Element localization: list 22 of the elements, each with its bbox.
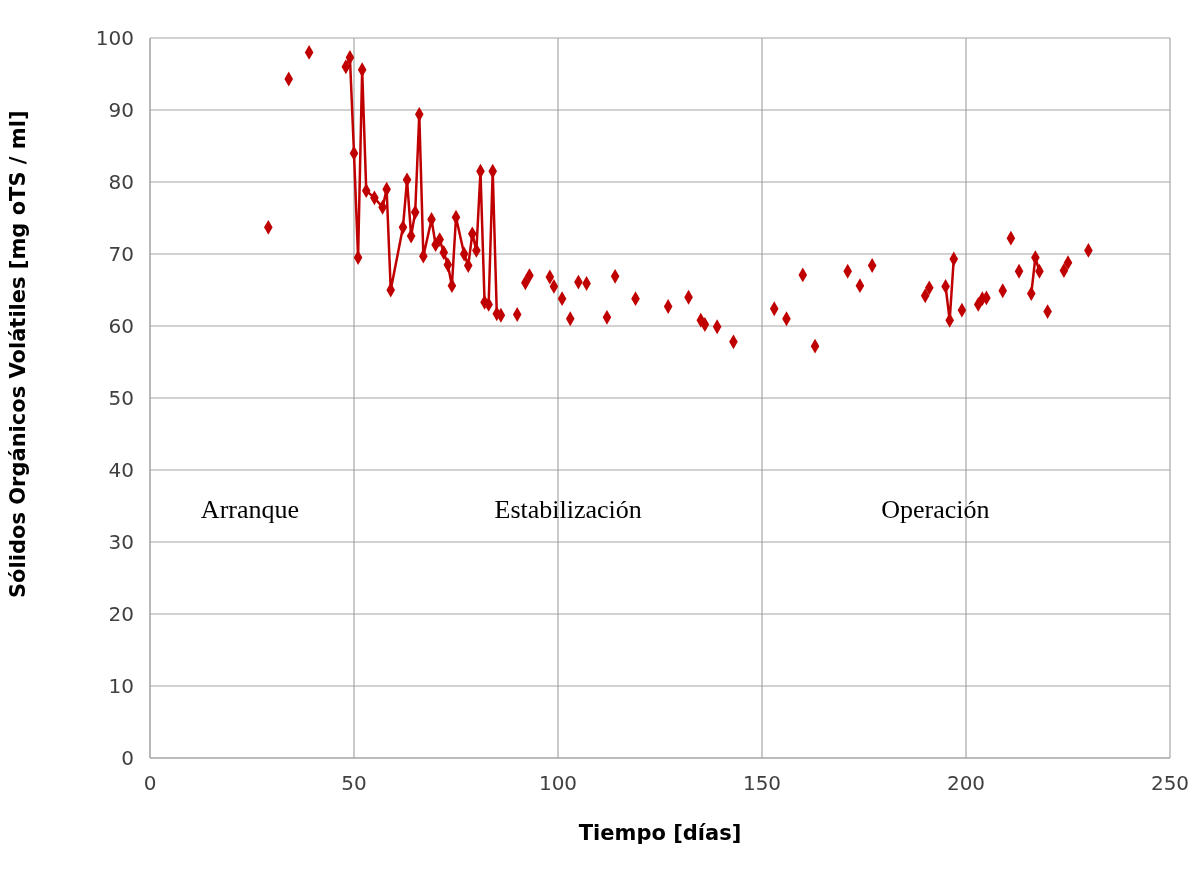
x-tick-label: 250 — [1150, 771, 1190, 796]
y-tick-label: 50 — [108, 386, 134, 411]
x-tick-label: 150 — [742, 771, 782, 796]
y-axis-title: Sólidos Orgánicos Volátiles [mg oTS / ml] — [6, 110, 31, 598]
x-axis-title: Tiempo [días] — [578, 821, 742, 845]
x-tick-label: 50 — [341, 771, 367, 796]
y-tick-label: 20 — [108, 602, 134, 627]
y-tick-label: 0 — [121, 746, 134, 771]
y-tick-label: 30 — [108, 530, 134, 555]
y-tick-label: 90 — [108, 98, 134, 123]
y-tick-label: 60 — [108, 314, 134, 339]
x-tick-label: 100 — [538, 771, 578, 796]
y-tick-label: 100 — [95, 26, 134, 51]
y-tick-label: 80 — [108, 170, 134, 195]
annotation: Operación — [881, 495, 990, 526]
annotation: Estabilización — [494, 495, 642, 526]
y-tick-label: 70 — [108, 242, 134, 267]
annotation: Arranque — [200, 495, 300, 526]
y-tick-label: 10 — [108, 674, 134, 699]
x-tick-label: 0 — [143, 771, 157, 796]
y-tick-label: 40 — [108, 458, 134, 483]
x-tick-label: 200 — [946, 771, 986, 796]
